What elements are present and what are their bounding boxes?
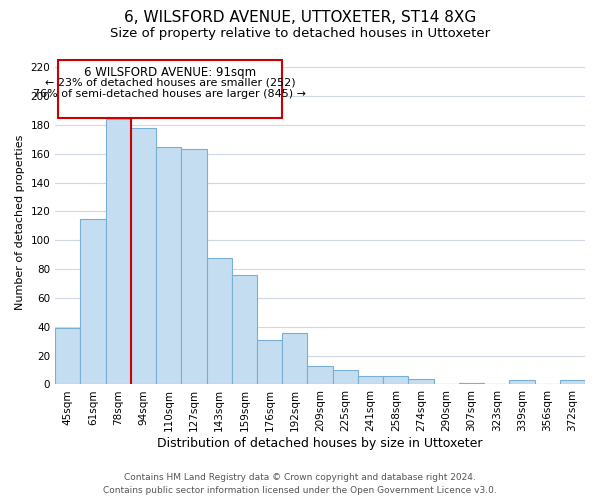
Text: Contains HM Land Registry data © Crown copyright and database right 2024.
Contai: Contains HM Land Registry data © Crown c… bbox=[103, 473, 497, 495]
Text: Size of property relative to detached houses in Uttoxeter: Size of property relative to detached ho… bbox=[110, 28, 490, 40]
Bar bbox=[181, 150, 206, 384]
Bar bbox=[332, 370, 358, 384]
Bar bbox=[509, 380, 535, 384]
Bar bbox=[459, 383, 484, 384]
Text: 6, WILSFORD AVENUE, UTTOXETER, ST14 8XG: 6, WILSFORD AVENUE, UTTOXETER, ST14 8XG bbox=[124, 10, 476, 25]
Bar bbox=[80, 218, 106, 384]
Bar bbox=[257, 340, 282, 384]
Bar bbox=[560, 380, 585, 384]
Bar bbox=[307, 366, 332, 384]
Bar bbox=[409, 378, 434, 384]
Bar bbox=[131, 128, 156, 384]
Bar bbox=[156, 146, 181, 384]
Bar bbox=[106, 119, 131, 384]
Bar bbox=[282, 332, 307, 384]
Text: 76% of semi-detached houses are larger (845) →: 76% of semi-detached houses are larger (… bbox=[34, 89, 307, 99]
Bar bbox=[232, 275, 257, 384]
Bar bbox=[383, 376, 409, 384]
X-axis label: Distribution of detached houses by size in Uttoxeter: Distribution of detached houses by size … bbox=[157, 437, 483, 450]
Bar bbox=[58, 60, 282, 118]
Bar bbox=[206, 258, 232, 384]
Text: 6 WILSFORD AVENUE: 91sqm: 6 WILSFORD AVENUE: 91sqm bbox=[84, 66, 256, 79]
Text: ← 23% of detached houses are smaller (252): ← 23% of detached houses are smaller (25… bbox=[44, 78, 295, 88]
Y-axis label: Number of detached properties: Number of detached properties bbox=[15, 134, 25, 310]
Bar bbox=[55, 328, 80, 384]
Bar bbox=[358, 376, 383, 384]
